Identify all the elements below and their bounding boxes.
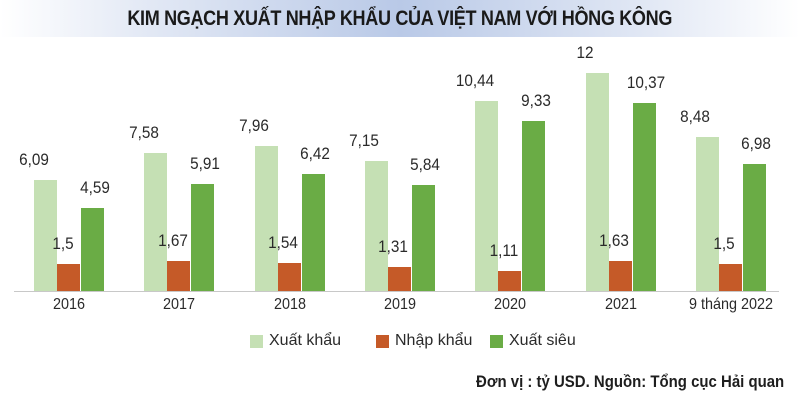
legend: Xuất khẩu Nhập khẩu Xuất siêu	[0, 330, 800, 352]
value-label-nhap-khau: 1,5	[51, 233, 74, 253]
bar-nhap-khau	[498, 270, 522, 291]
bar-nhap-khau	[167, 260, 191, 291]
x-tick-label: 9 tháng 2022	[688, 296, 773, 313]
value-label-nhap-khau: 1,11	[489, 240, 519, 260]
x-tick-label: 2017	[163, 296, 196, 313]
bar-nhap-khau	[608, 261, 632, 291]
legend-item-xuat-sieu: Xuất siêu	[490, 330, 576, 352]
x-tick-label: 2016	[52, 296, 86, 313]
value-label-xuat-sieu: 6,42	[300, 144, 330, 164]
value-label-xuat-sieu: 9,33	[520, 91, 551, 111]
bar-xuat-sieu	[301, 174, 325, 291]
title-band: KIM NGẠCH XUẤT NHẬP KHẨU CỦA VIỆT NAM VỚ…	[0, 0, 800, 37]
value-label-xuat-khau: 6,09	[18, 150, 49, 170]
value-label-xuat-sieu: 5,91	[189, 153, 220, 173]
bar-xuat-sieu	[742, 164, 766, 291]
x-axis-baseline	[14, 291, 779, 292]
bar-xuat-sieu	[522, 121, 546, 291]
legend-swatch-icon	[376, 334, 389, 348]
value-label-nhap-khau: 1,31	[378, 237, 409, 257]
bar-xuat-sieu	[191, 183, 215, 291]
bar-xuat-khau	[254, 146, 278, 291]
bar-xuat-khau	[695, 136, 719, 291]
source-note: Đơn vị : tỷ USD. Nguồn: Tổng cục Hải qua…	[475, 372, 784, 391]
value-label-xuat-sieu: 6,98	[741, 134, 772, 154]
legend-swatch-icon	[490, 334, 503, 348]
legend-label: Xuất khẩu	[269, 332, 342, 349]
value-label-xuat-khau: 7,96	[239, 116, 269, 136]
x-tick-label: 2020	[494, 296, 527, 313]
bar-xuat-khau	[144, 153, 168, 291]
value-label-xuat-sieu: 5,84	[410, 154, 441, 174]
value-label-nhap-khau: 1,63	[599, 231, 629, 251]
legend-swatch-icon	[250, 334, 263, 348]
value-label-nhap-khau: 1,5	[713, 233, 735, 253]
value-label-xuat-sieu: 4,59	[79, 177, 110, 197]
bar-xuat-khau	[364, 161, 388, 291]
chart-title: KIM NGẠCH XUẤT NHẬP KHẨU CỦA VIỆT NAM VỚ…	[127, 6, 673, 30]
bar-xuat-sieu	[632, 102, 656, 291]
value-label-nhap-khau: 1,54	[268, 233, 298, 253]
legend-item-nhap-khau: Nhập khẩu	[376, 330, 472, 352]
value-label-xuat-sieu: 10,37	[626, 72, 666, 92]
bar-nhap-khau	[387, 267, 411, 291]
bar-xuat-khau	[585, 72, 609, 291]
bar-xuat-khau	[34, 180, 57, 291]
x-tick-label: 2019	[383, 296, 416, 313]
bar-nhap-khau	[718, 263, 742, 291]
value-label-nhap-khau: 1,67	[157, 230, 188, 250]
value-label-xuat-khau: 10,44	[455, 71, 494, 91]
legend-item-xuat-khau: Xuất khẩu	[250, 330, 341, 352]
legend-label: Nhập khẩu	[395, 332, 473, 349]
value-label-xuat-khau: 7,15	[349, 131, 380, 151]
x-tick-label: 2018	[273, 296, 306, 313]
bar-xuat-sieu	[411, 184, 435, 291]
bar-nhap-khau	[57, 263, 80, 291]
value-label-xuat-khau: 12	[576, 42, 594, 62]
value-label-xuat-khau: 8,48	[680, 106, 711, 126]
legend-label: Xuất siêu	[509, 332, 576, 349]
bar-nhap-khau	[277, 263, 301, 291]
value-label-xuat-khau: 7,58	[128, 123, 159, 143]
bar-xuat-sieu	[81, 207, 104, 291]
x-tick-label: 2021	[604, 296, 637, 313]
bar-xuat-khau	[475, 101, 499, 291]
